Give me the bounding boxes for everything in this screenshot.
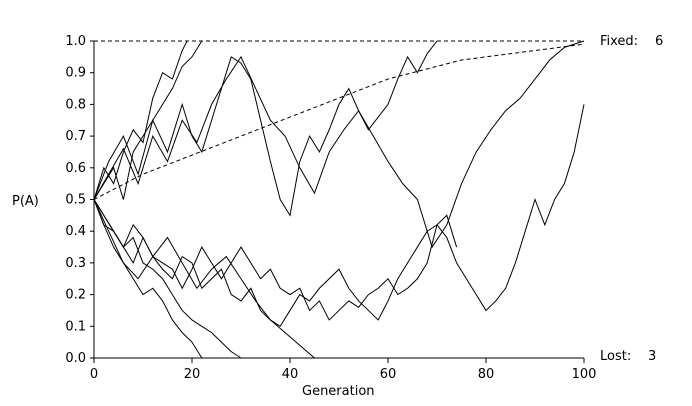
trajectory-line-5 [93,104,585,321]
trajectory-line-9 [93,199,315,359]
x-tick-label: 0 [90,367,98,382]
x-tick-label: 60 [380,367,397,382]
fixed-count: 6 [655,34,663,49]
expected-frequency-curve [93,43,585,200]
x-tick-label: 80 [478,367,495,382]
x-axis-label: Generation [302,384,375,399]
lost-count: 3 [648,349,656,364]
x-ticks: 0 20 40 60 80 100 [90,358,597,382]
y-tick-label: 0.3 [65,256,86,271]
x-tick-label: 40 [282,367,299,382]
y-tick-label: 0.1 [65,319,86,334]
y-tick-label: 0.2 [65,288,86,303]
trajectory-line-3 [93,40,438,217]
y-tick-label: 0.9 [65,66,86,81]
x-tick-label: 100 [572,367,597,382]
trajectory-line-1 [93,40,188,200]
y-tick-label: 0.5 [65,193,86,208]
lost-label: Lost: [600,349,631,364]
y-tick-label: 1.0 [65,34,86,49]
trajectory-line-6 [93,199,458,327]
trajectory-line-2 [93,40,203,200]
trajectory-line-8 [93,199,242,359]
trajectory-line-7 [93,199,203,359]
y-tick-label: 0.4 [65,224,86,239]
x-tick-label: 20 [184,367,201,382]
trajectories [93,40,585,359]
y-tick-label: 0.8 [65,97,86,112]
y-tick-label: 0.6 [65,161,86,176]
y-ticks: 0.0 0.1 0.2 0.3 0.4 0.5 0.6 0.7 0.8 0.9 1.0 [65,34,94,366]
trajectory-line-4 [93,40,585,249]
y-axis-label: P(A) [12,194,39,209]
y-tick-label: 0.0 [65,351,86,366]
fixed-label: Fixed: [600,34,638,49]
y-tick-label: 0.7 [65,129,86,144]
